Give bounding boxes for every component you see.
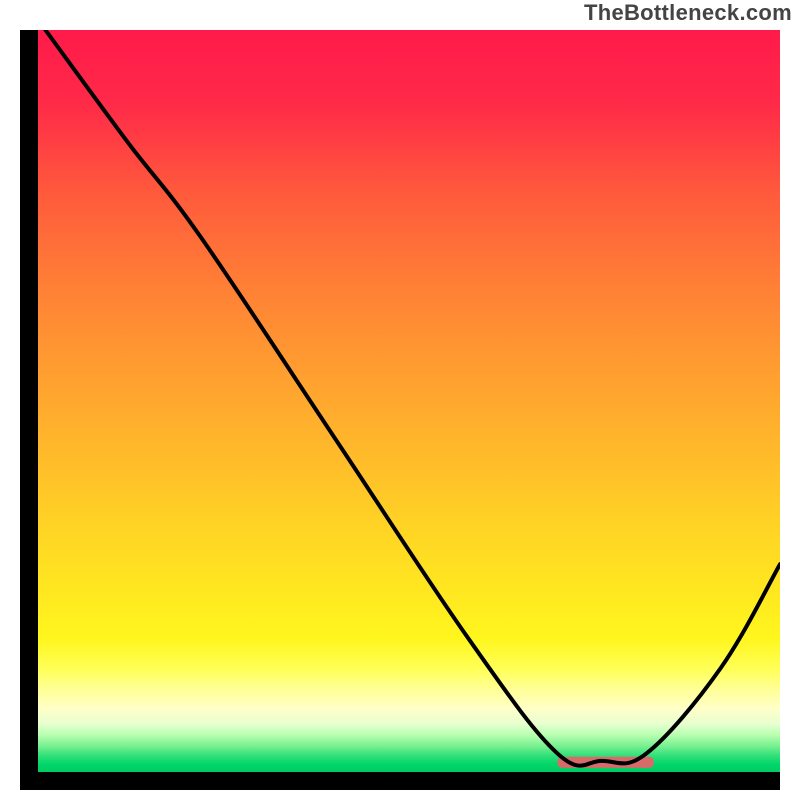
chart-svg (20, 30, 780, 790)
image-frame: TheBottleneck.com (0, 0, 800, 800)
y-axis (20, 30, 38, 790)
chart-background (38, 30, 780, 772)
watermark-text: TheBottleneck.com (584, 0, 792, 26)
plot-area (20, 30, 780, 790)
x-axis (20, 772, 780, 790)
